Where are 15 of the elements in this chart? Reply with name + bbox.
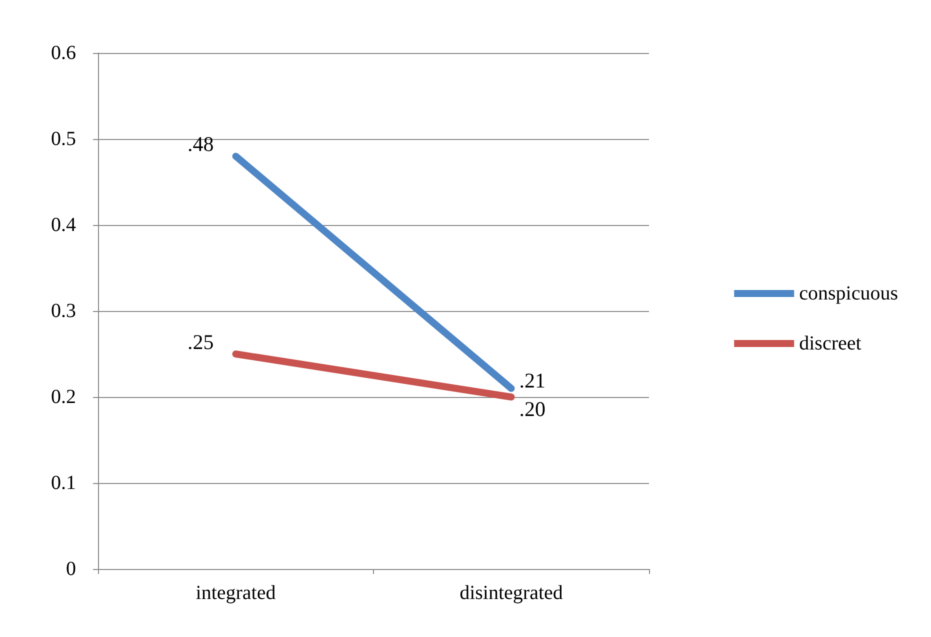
x-tick-label: integrated bbox=[196, 582, 276, 604]
y-tick-label: 0.4 bbox=[51, 214, 76, 236]
legend-label: discreet bbox=[799, 332, 862, 354]
data-label: .48 bbox=[188, 132, 214, 156]
y-tick-label: 0.3 bbox=[51, 300, 76, 322]
y-tick-label: 0.1 bbox=[51, 472, 76, 494]
data-label: .25 bbox=[188, 330, 214, 354]
y-tick-label: 0.6 bbox=[51, 42, 76, 64]
legend-label: conspicuous bbox=[799, 282, 898, 304]
y-tick-label: 0 bbox=[66, 558, 76, 580]
x-tick-label: disintegrated bbox=[460, 582, 563, 604]
data-label: .21 bbox=[519, 368, 546, 392]
y-tick-label: 0.2 bbox=[51, 386, 76, 408]
data-label: .20 bbox=[519, 397, 546, 421]
y-tick-label: 0.5 bbox=[51, 128, 76, 150]
